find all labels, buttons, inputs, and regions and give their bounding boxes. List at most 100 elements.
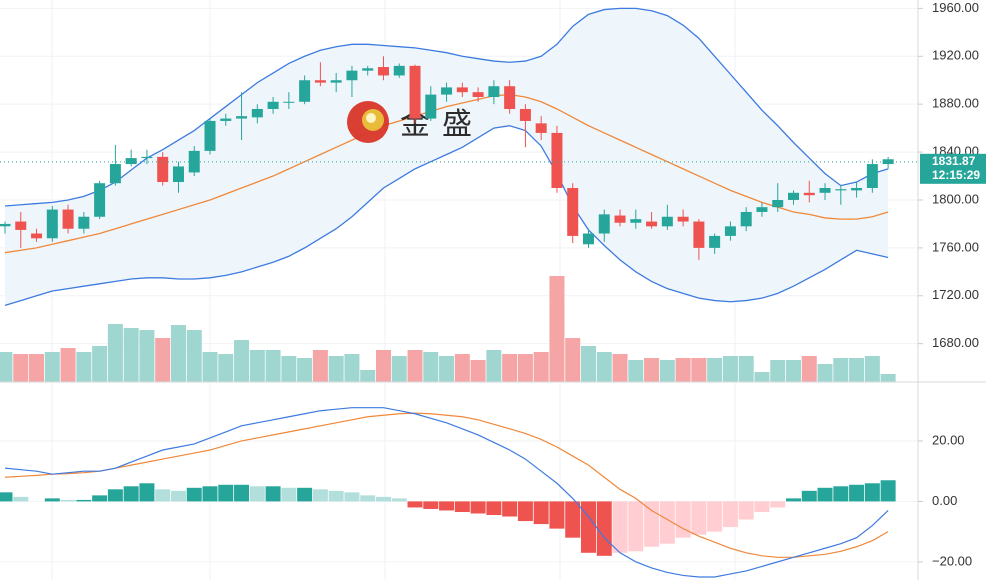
macd-histogram-bar xyxy=(76,499,92,502)
volume-bar xyxy=(675,358,691,382)
y-tick-label: −20.00 xyxy=(932,553,972,568)
macd-histogram-bar xyxy=(281,487,297,502)
candle-body xyxy=(251,108,263,118)
volume-bar xyxy=(691,358,707,382)
candle-body xyxy=(756,207,768,212)
candle-body xyxy=(535,123,547,133)
y-tick-label: 1720.00 xyxy=(932,287,979,302)
volume-bar xyxy=(265,350,281,382)
volume-bar xyxy=(312,350,328,382)
candle-body xyxy=(157,156,169,183)
candle-body xyxy=(851,188,863,191)
macd-histogram-bar xyxy=(328,490,344,502)
macd-histogram-bar xyxy=(833,486,849,502)
macd-histogram-bar xyxy=(565,501,581,538)
candle-body xyxy=(519,108,531,121)
candle-body xyxy=(724,226,736,236)
candle-body xyxy=(377,67,389,76)
candle-body xyxy=(362,68,374,71)
candle-body xyxy=(677,216,689,222)
macd-histogram-bar xyxy=(486,501,502,516)
macd-histogram-bar xyxy=(659,501,675,544)
macd-histogram-bar xyxy=(707,501,723,532)
candle-body xyxy=(551,132,563,189)
volume-bar xyxy=(580,346,596,382)
candle-body xyxy=(614,215,626,223)
macd-histogram-bar xyxy=(123,486,139,502)
volume-bar xyxy=(344,354,360,382)
candle-body xyxy=(835,189,847,191)
volume-bar xyxy=(738,356,754,382)
candle-body xyxy=(472,92,484,97)
volume-bar xyxy=(29,354,45,382)
volume-bar xyxy=(486,350,502,382)
macd-histogram-bar xyxy=(344,492,360,502)
volume-bar xyxy=(391,356,407,382)
mid-layer xyxy=(4,7,889,578)
volume-bar xyxy=(92,346,108,382)
volume-bar xyxy=(770,360,786,382)
candle-body xyxy=(630,219,642,223)
candle-body xyxy=(582,233,594,245)
candle-body xyxy=(236,116,248,119)
macd-dea-line xyxy=(4,412,889,558)
macd-histogram-bar xyxy=(722,501,738,528)
macd-histogram-bar xyxy=(644,501,660,547)
volume-bar xyxy=(880,374,896,382)
candle-body xyxy=(31,233,43,239)
candle-body xyxy=(94,183,106,217)
y-tick-label: 1920.00 xyxy=(932,48,979,63)
volume-bar xyxy=(502,354,518,382)
candle-body xyxy=(709,235,721,248)
volume-bar xyxy=(123,328,139,382)
bollinger-lower xyxy=(4,125,889,306)
macd-histogram-bar xyxy=(849,484,865,502)
y-tick-label: 1960.00 xyxy=(932,0,979,15)
y-tick-label: 1680.00 xyxy=(932,335,979,350)
volume-bar xyxy=(786,360,801,382)
macd-histogram-bar xyxy=(596,501,612,556)
volume-bar xyxy=(517,354,533,382)
candle-body xyxy=(788,192,799,200)
macd-dif-line xyxy=(4,407,889,578)
volume-bar xyxy=(107,324,123,382)
macd-histogram-bar xyxy=(312,489,328,502)
macd-histogram-bar xyxy=(391,498,407,502)
last-price-box xyxy=(920,153,986,184)
macd-histogram-bar xyxy=(439,501,455,511)
candle-body xyxy=(46,209,58,239)
volume-bar xyxy=(801,356,817,382)
y-tick-label: 20.00 xyxy=(932,432,965,447)
macd-histogram-bar xyxy=(580,501,596,553)
macd-histogram-bar xyxy=(880,480,896,502)
candle-body xyxy=(267,101,279,109)
logo-shine xyxy=(366,113,376,123)
volume-bar xyxy=(722,356,738,382)
macd-histogram-bar xyxy=(107,489,123,502)
macd-histogram-bar xyxy=(801,490,817,502)
candle-body xyxy=(567,188,579,236)
volume-bar xyxy=(470,360,486,382)
volume-bar xyxy=(612,354,628,382)
candle-body xyxy=(188,150,200,173)
macd-histogram-bar xyxy=(186,487,202,502)
volume-bar xyxy=(565,338,581,382)
volume-bar xyxy=(234,340,250,382)
volume-bar xyxy=(423,352,439,382)
macd-histogram-bar xyxy=(218,484,234,502)
candle-body xyxy=(204,120,216,151)
macd-histogram-bar xyxy=(470,501,486,514)
candle-body xyxy=(441,87,453,95)
volume-bar xyxy=(454,354,470,382)
bollinger-band-fill xyxy=(5,8,889,306)
macd-histogram-bar xyxy=(675,501,691,538)
candle-body xyxy=(866,164,878,189)
macd-histogram-bar xyxy=(612,501,628,553)
bollinger-middle xyxy=(4,93,889,254)
volume-bar xyxy=(360,370,376,382)
volume-bar xyxy=(549,276,565,382)
y-tick-label: 0.00 xyxy=(932,493,957,508)
volume-bar xyxy=(707,358,723,382)
candle-body xyxy=(409,65,421,119)
macd-histogram-bar xyxy=(517,501,533,522)
